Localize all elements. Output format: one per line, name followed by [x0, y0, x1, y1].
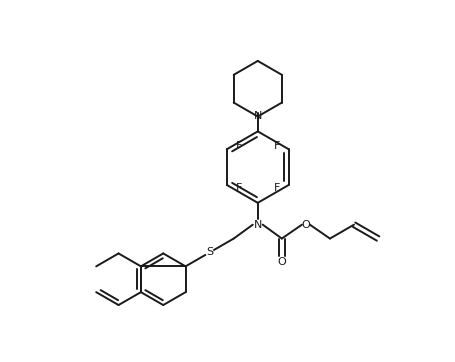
- Text: O: O: [301, 220, 309, 230]
- Text: F: F: [273, 141, 279, 151]
- Text: O: O: [277, 257, 286, 268]
- Text: F: F: [273, 183, 279, 193]
- Text: N: N: [253, 220, 261, 230]
- Text: F: F: [235, 183, 242, 193]
- Text: S: S: [206, 248, 213, 257]
- Text: N: N: [253, 111, 261, 122]
- Text: F: F: [235, 141, 242, 151]
